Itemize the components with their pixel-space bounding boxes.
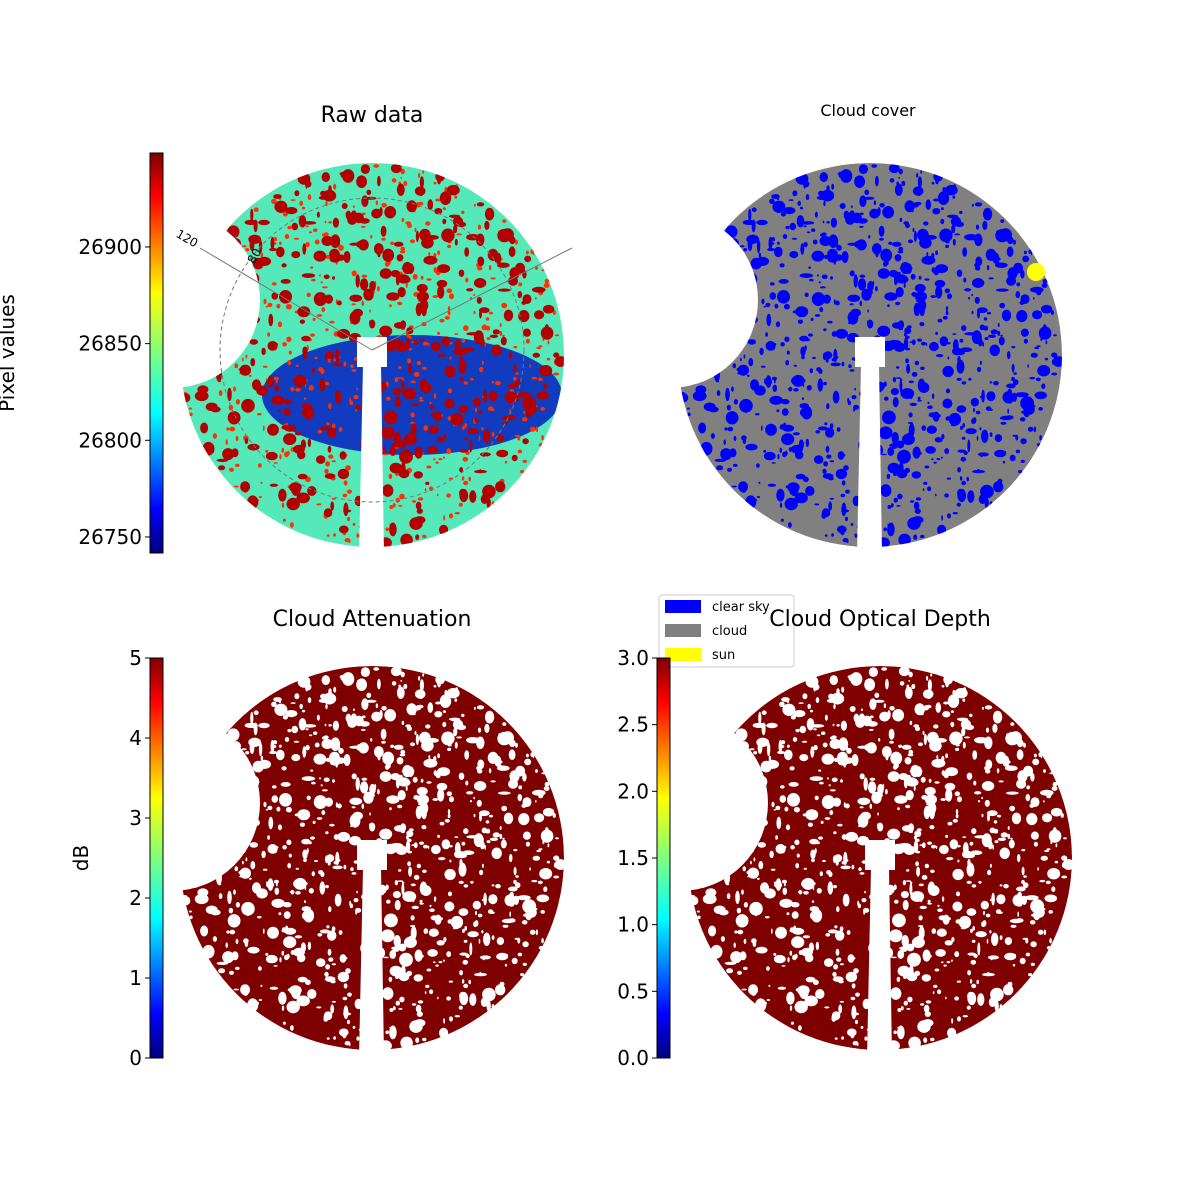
- panel: Cloud Attenuation 0 1 2 3 4 5 dB: [69, 607, 567, 1070]
- colorbar: [149, 657, 164, 1059]
- colorbar-tick-label: 1: [129, 966, 142, 990]
- polar-label: 80: [245, 246, 265, 266]
- colorbar-tick-label: 4: [129, 726, 142, 750]
- sky-image: [685, 666, 1075, 1052]
- panel: Raw data 26750 26800 26850 26900 Pixel values…: [0, 103, 573, 554]
- colorbar-tick-label: 26750: [78, 525, 142, 549]
- colorbar-tick-label: 0.5: [617, 979, 649, 1003]
- legend-label: cloud: [712, 624, 747, 639]
- colorbar-tick-label: 0.0: [617, 1046, 649, 1070]
- colorbar-tick-label: 2.0: [617, 779, 649, 803]
- legend: clear sky cloud sun: [658, 594, 795, 668]
- polar-spoke: [371, 247, 573, 351]
- polar-label: 120: [174, 227, 201, 251]
- colorbar-tick-label: 2: [129, 886, 142, 910]
- colorbar: [656, 657, 671, 1059]
- panel: Cloud Optical Depth 0.0 0.5 1.0 1.5 2.0 2.5 3.0: [617, 607, 1075, 1070]
- legend-swatch: [665, 624, 701, 637]
- polar-spoke: [199, 247, 373, 351]
- polar-ring: [219, 197, 525, 503]
- colorbar-tick-label: 1.0: [617, 913, 649, 937]
- sky-image: [177, 666, 567, 1052]
- colorbar-tick-label: 3.0: [617, 646, 649, 670]
- panel-title: Raw data: [321, 103, 424, 128]
- panel: Cloud cover: [675, 101, 1065, 549]
- legend-swatch: [665, 648, 701, 661]
- colorbar-label: Pixel values: [0, 294, 19, 412]
- colorbar-tick-label: 26900: [78, 235, 142, 259]
- colorbar-tick-label: 1.5: [617, 846, 649, 870]
- legend-swatch: [665, 600, 701, 613]
- panel-title: Cloud cover: [820, 101, 916, 120]
- panel-title: Cloud Attenuation: [273, 607, 472, 632]
- colorbar: [149, 152, 164, 554]
- colorbar-tick-label: 26800: [78, 428, 142, 452]
- colorbar-tick-label: 2.5: [617, 713, 649, 737]
- colorbar-tick-label: 3: [129, 806, 142, 830]
- colorbar-tick-label: 26850: [78, 332, 142, 356]
- panel-title: Cloud Optical Depth: [769, 607, 991, 632]
- sky-image: [177, 163, 567, 549]
- sky-image: [675, 163, 1065, 549]
- colorbar-tick-label: 5: [129, 646, 142, 670]
- colorbar-tick-label: 0: [129, 1046, 142, 1070]
- legend-label: sun: [712, 648, 735, 663]
- legend-label: clear sky: [712, 600, 770, 615]
- colorbar-label: dB: [69, 845, 93, 871]
- sun-marker: [1027, 263, 1045, 281]
